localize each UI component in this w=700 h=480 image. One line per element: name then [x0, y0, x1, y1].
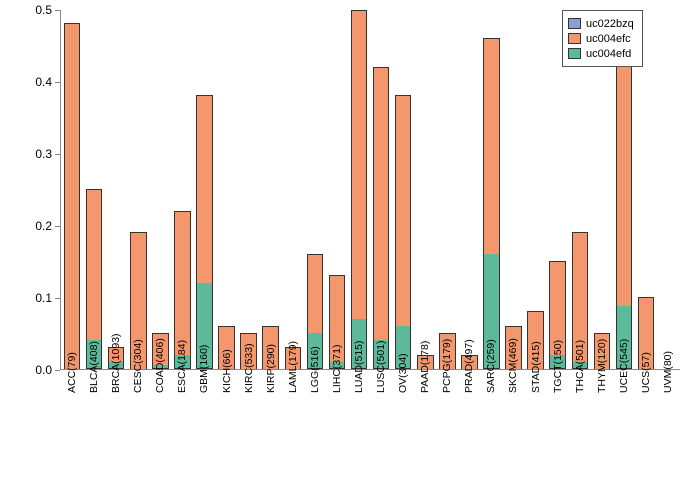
bar-segment-orange-GBM(160)[interactable]	[196, 95, 213, 282]
x-axis-label-THYM(120): THYM(120)	[596, 371, 608, 393]
x-axis-label-KIRC(533): KIRC(533)	[243, 371, 255, 393]
x-axis-label-UCS(57): UCS(57)	[640, 371, 652, 393]
bar-group-GBM(160)[interactable]	[193, 10, 215, 369]
bar-segment-orange-OV(304)[interactable]	[395, 95, 412, 325]
x-axis-label-ESCA(184): ESCA(184)	[176, 371, 188, 393]
y-axis-tick-label: 0.2	[22, 219, 52, 233]
legend-label-uc022bzq: uc022bzq	[586, 16, 634, 32]
legend-swatch-uc004efc	[568, 33, 581, 44]
y-axis-tick-label: 0.1	[22, 291, 52, 305]
legend-entry-0: uc022bzq	[568, 16, 634, 31]
y-axis-tick	[55, 154, 60, 155]
bar-segment-orange-LUSC(501)[interactable]	[373, 67, 390, 341]
x-axis-label-KIRP(290): KIRP(290)	[265, 371, 277, 393]
bar-group-SARC(259)[interactable]	[480, 10, 502, 369]
bar-segment-orange-ACC(79)[interactable]	[64, 23, 81, 369]
bar-group-SKCM(469)[interactable]	[503, 10, 525, 369]
bar-segment-orange-LUAD(515)[interactable]	[351, 10, 368, 319]
bar-stack-ACC(79)[interactable]	[64, 23, 81, 369]
bar-group-COAD(406)[interactable]	[149, 10, 171, 369]
x-axis-label-PRAD(497): PRAD(497)	[463, 371, 475, 393]
legend-swatch-uc022bzq	[568, 18, 581, 29]
bar-group-ACC(79)[interactable]	[61, 10, 83, 369]
x-axis-label-BLCA(408): BLCA(408)	[88, 371, 100, 393]
x-axis-label-LUAD(515): LUAD(515)	[353, 371, 365, 393]
legend: uc022bzq uc004efc uc004efd	[562, 10, 643, 67]
bar-group-BLCA(408)[interactable]	[83, 10, 105, 369]
x-axis-label-SKCM(469): SKCM(469)	[507, 371, 519, 393]
bar-segment-orange-SARC(259)[interactable]	[483, 38, 500, 254]
x-axis-label-PAAD(178): PAAD(178)	[419, 371, 431, 393]
y-axis-tick	[55, 298, 60, 299]
bar-group-LIHC(371)[interactable]	[326, 10, 348, 369]
bar-segment-orange-BLCA(408)[interactable]	[86, 189, 103, 340]
bar-group-KIRC(533)[interactable]	[238, 10, 260, 369]
x-axis-label-LUSC(501): LUSC(501)	[375, 371, 387, 393]
bar-segment-orange-LGG(516)[interactable]	[307, 254, 324, 333]
bar-segment-orange-ESCA(184)[interactable]	[174, 211, 191, 355]
x-axis-label-GBM(160): GBM(160)	[198, 371, 210, 393]
x-axis-label-KICH(66): KICH(66)	[221, 371, 233, 393]
x-axis-label-LAML(179): LAML(179)	[287, 371, 299, 393]
bar-stack-SARC(259)[interactable]	[483, 38, 500, 369]
legend-label-uc004efd: uc004efd	[586, 46, 631, 62]
x-axis-label-UVM(80): UVM(80)	[662, 371, 674, 393]
bar-group-UVM(80)[interactable]	[657, 10, 679, 369]
bar-group-KICH(66)[interactable]	[216, 10, 238, 369]
bar-stack-LUSC(501)[interactable]	[373, 67, 390, 369]
y-axis-tick-label: 0.4	[22, 75, 52, 89]
legend-swatch-uc004efd	[568, 48, 581, 59]
bar-group-OV(304)[interactable]	[392, 10, 414, 369]
y-axis-tick	[55, 226, 60, 227]
legend-entry-2: uc004efd	[568, 46, 634, 61]
x-axis-label-THCA(501): THCA(501)	[574, 371, 586, 393]
chart-root: uc022bzq uc004efc uc004efd 0.0 0.1 0.2 0.3 0…	[0, 0, 700, 480]
x-axis-label-LIHC(371): LIHC(371)	[331, 371, 343, 393]
x-axis-label-ACC(79): ACC(79)	[66, 371, 78, 393]
legend-entry-1: uc004efc	[568, 31, 634, 46]
x-axis-label-TGCT(150): TGCT(150)	[552, 371, 564, 393]
bar-stack-GBM(160)[interactable]	[196, 95, 213, 369]
y-axis-tick-label: 0.3	[22, 147, 52, 161]
x-axis-label-PCPG(179): PCPG(179)	[441, 371, 453, 393]
bar-group-CESC(304)[interactable]	[127, 10, 149, 369]
bar-group-LUSC(501)[interactable]	[370, 10, 392, 369]
x-axis-label-STAD(415): STAD(415)	[530, 371, 542, 393]
x-axis-line	[60, 369, 680, 370]
bar-group-BRCA(1093)[interactable]	[105, 10, 127, 369]
y-axis-tick	[55, 370, 60, 371]
bar-stack-OV(304)[interactable]	[395, 95, 412, 369]
x-axis-label-SARC(259): SARC(259)	[485, 371, 497, 393]
y-axis-tick-label: 0.0	[22, 363, 52, 377]
x-axis-label-CESC(304): CESC(304)	[132, 371, 144, 393]
bar-group-PRAD(497)[interactable]	[458, 10, 480, 369]
x-axis-label-OV(304): OV(304)	[397, 371, 409, 393]
bar-group-ESCA(184)[interactable]	[171, 10, 193, 369]
y-axis-tick	[55, 82, 60, 83]
y-axis-tick	[55, 10, 60, 11]
bar-group-LGG(516)[interactable]	[304, 10, 326, 369]
bar-group-KIRP(290)[interactable]	[260, 10, 282, 369]
bar-group-STAD(415)[interactable]	[525, 10, 547, 369]
bar-group-PAAD(178)[interactable]	[414, 10, 436, 369]
x-axis-label-UCEC(545): UCEC(545)	[618, 371, 630, 393]
bar-stack-LUAD(515)[interactable]	[351, 10, 368, 369]
y-axis-tick-label: 0.5	[22, 3, 52, 17]
x-axis-label-LGG(516): LGG(516)	[309, 371, 321, 393]
x-axis-labels: ACC(79) BLCA(408) BRCA(1093) CESC(304) COAD(…	[61, 371, 679, 471]
bar-group-LAML(179)[interactable]	[282, 10, 304, 369]
x-axis-label-COAD(406): COAD(406)	[154, 371, 166, 393]
bar-group-PCPG(179)[interactable]	[436, 10, 458, 369]
legend-label-uc004efc: uc004efc	[586, 31, 631, 47]
bar-group-LUAD(515)[interactable]	[348, 10, 370, 369]
x-axis-label-BRCA(1093): BRCA(1093)	[110, 371, 122, 393]
